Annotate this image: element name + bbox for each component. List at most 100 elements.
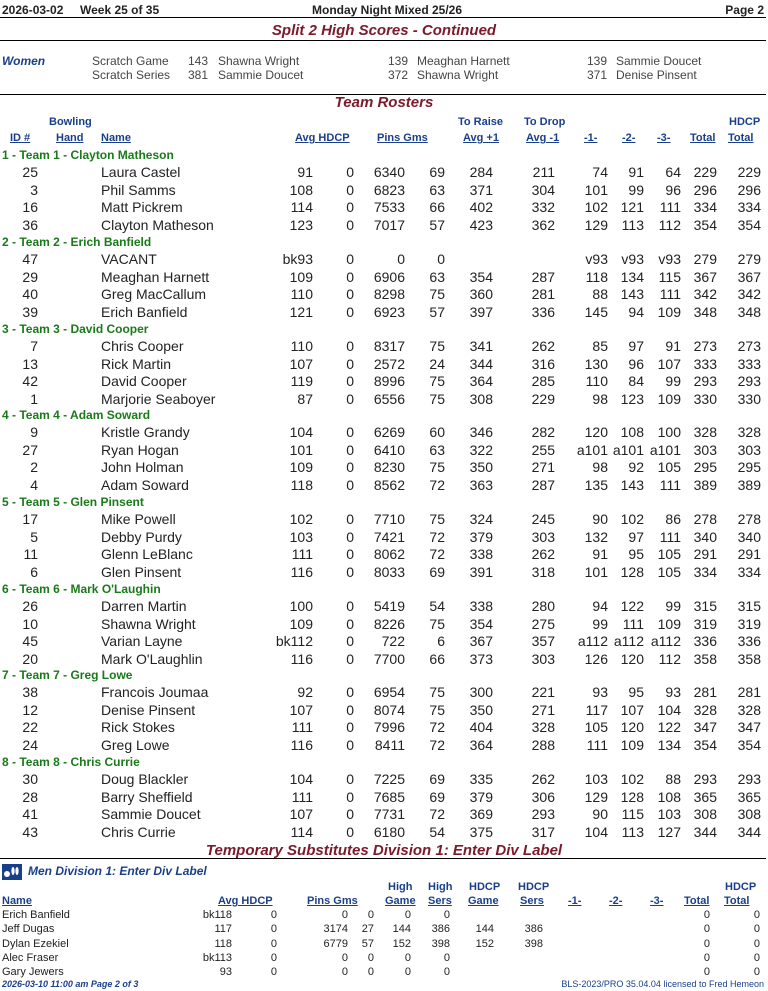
substitute-handicap: 0 — [270, 938, 277, 950]
hdcp-total: 291 — [737, 546, 761, 562]
to-raise: 284 — [469, 164, 493, 180]
series-total: 279 — [693, 251, 717, 267]
player-name: Darren Martin — [101, 598, 187, 614]
sub-col-hg: Game — [385, 895, 416, 907]
to-raise: 335 — [469, 771, 493, 787]
player-average: bk93 — [282, 251, 313, 267]
substitute-handicap: 0 — [270, 952, 277, 964]
player-row: 11 Glenn LeBlanc 111 0 8062 72 338 262 91 95 105 29… — [0, 546, 768, 564]
substitute-hdcp-total: 0 — [753, 966, 760, 978]
women-divider — [0, 94, 766, 95]
sub-col-g2: -2- — [609, 895, 623, 907]
hdcp-total: 308 — [737, 806, 761, 822]
subs-divider — [0, 858, 766, 859]
substitute-total: 0 — [703, 909, 710, 921]
hdcp-total: 389 — [737, 477, 761, 493]
header-divider — [0, 17, 766, 18]
game-3: v93 — [658, 251, 681, 267]
game-1: 129 — [584, 217, 608, 233]
to-raise: 346 — [469, 424, 493, 440]
col-game2: -2- — [622, 132, 636, 144]
player-average: 87 — [297, 391, 313, 407]
player-handicap: 0 — [346, 338, 354, 354]
player-name: Phil Samms — [101, 182, 176, 198]
player-row: 39 Erich Banfield 121 0 6923 57 397 336 145 94 109… — [0, 304, 768, 322]
game-1: 98 — [592, 391, 608, 407]
subs-title: Temporary Substitutes Division 1: Enter … — [205, 842, 563, 859]
game-1: 101 — [584, 182, 608, 198]
game-3: 112 — [658, 217, 681, 233]
player-handicap: 0 — [346, 286, 354, 302]
game-3: 96 — [665, 182, 681, 198]
series-total: 315 — [693, 598, 717, 614]
player-name: Shawna Wright — [101, 616, 196, 632]
player-id: 4 — [30, 477, 38, 493]
player-average: 111 — [291, 789, 313, 805]
player-pins: 5419 — [373, 598, 405, 614]
series-total: 340 — [693, 529, 717, 545]
player-games: 75 — [429, 373, 445, 389]
player-handicap: 0 — [346, 702, 354, 718]
player-name: Denise Pinsent — [101, 702, 196, 718]
player-games: 75 — [429, 338, 445, 354]
player-pins: 8996 — [373, 373, 405, 389]
score-value: 139 — [586, 54, 607, 68]
player-handicap: 0 — [346, 164, 354, 180]
player-average: 116 — [290, 564, 313, 580]
team-header: 2 - Team 2 - Erich Banfield — [2, 235, 152, 249]
player-games: 72 — [429, 477, 445, 493]
player-name: Greg MacCallum — [101, 286, 207, 302]
women-score-row: Scratch Game 143 Shawna Wright 139 Meaghan H… — [0, 54, 768, 68]
player-row: 25 Laura Castel 91 0 6340 69 284 211 74 91 64 229 22… — [0, 164, 768, 182]
game-3: 109 — [657, 391, 681, 407]
to-drop: 281 — [531, 286, 555, 302]
substitute-total: 0 — [703, 966, 710, 978]
to-drop: 316 — [531, 356, 555, 372]
player-row: 43 Chris Currie 114 0 6180 54 375 317 104 113 127 3… — [0, 824, 768, 842]
game-2: 143 — [620, 286, 644, 302]
player-average: 121 — [289, 304, 313, 320]
sub-col-hdg: Game — [468, 895, 499, 907]
to-raise: 350 — [469, 459, 493, 475]
player-name: David Cooper — [101, 373, 187, 389]
game-2: 96 — [628, 356, 644, 372]
hdcp-total: 348 — [737, 304, 761, 320]
player-name: Glenn LeBlanc — [101, 546, 193, 562]
to-drop: 362 — [531, 217, 555, 233]
player-games: 66 — [429, 651, 445, 667]
game-1: 111 — [586, 737, 608, 753]
substitute-games: 0 — [367, 952, 374, 964]
substitute-games: 27 — [361, 923, 374, 935]
player-pins: 8411 — [374, 737, 405, 753]
player-pins: 8074 — [373, 702, 405, 718]
game-3: 99 — [665, 373, 681, 389]
hdcp-total: 293 — [737, 771, 761, 787]
player-games: 63 — [429, 269, 445, 285]
player-row: 28 Barry Sheffield 111 0 7685 69 379 306 129 128 1… — [0, 789, 768, 807]
series-total: 344 — [693, 824, 717, 840]
game-3: 105 — [657, 546, 681, 562]
game-2: 102 — [620, 511, 644, 527]
player-name: Rick Martin — [101, 356, 172, 372]
player-average: 114 — [290, 199, 313, 215]
team-header: 5 - Team 5 - Glen Pinsent — [2, 495, 144, 509]
bowler-name: Sammie Doucet — [218, 68, 304, 82]
substitute-handicap: 0 — [270, 923, 277, 935]
bowling-pins-icon — [2, 864, 22, 880]
game-3: 103 — [657, 806, 681, 822]
substitute-row: Jeff Dugas 117 0 3174 27 144 386 144 386 0 0 — [0, 923, 768, 937]
game-3: 115 — [658, 269, 681, 285]
substitute-hdcp-total: 0 — [753, 952, 760, 964]
player-handicap: 0 — [346, 511, 354, 527]
substitute-name: Erich Banfield — [2, 909, 70, 921]
player-games: 75 — [429, 616, 445, 632]
high-series: 398 — [431, 938, 450, 950]
hdcp-total: 293 — [737, 373, 761, 389]
player-row: 13 Rick Martin 107 0 2572 24 344 316 130 96 107 333… — [0, 356, 768, 374]
player-pins: 7685 — [373, 789, 405, 805]
player-average: 114 — [290, 824, 313, 840]
game-2: 109 — [620, 737, 644, 753]
substitute-average: 118 — [214, 938, 232, 950]
substitute-average: bk118 — [202, 909, 232, 921]
series-total: 303 — [693, 442, 717, 458]
